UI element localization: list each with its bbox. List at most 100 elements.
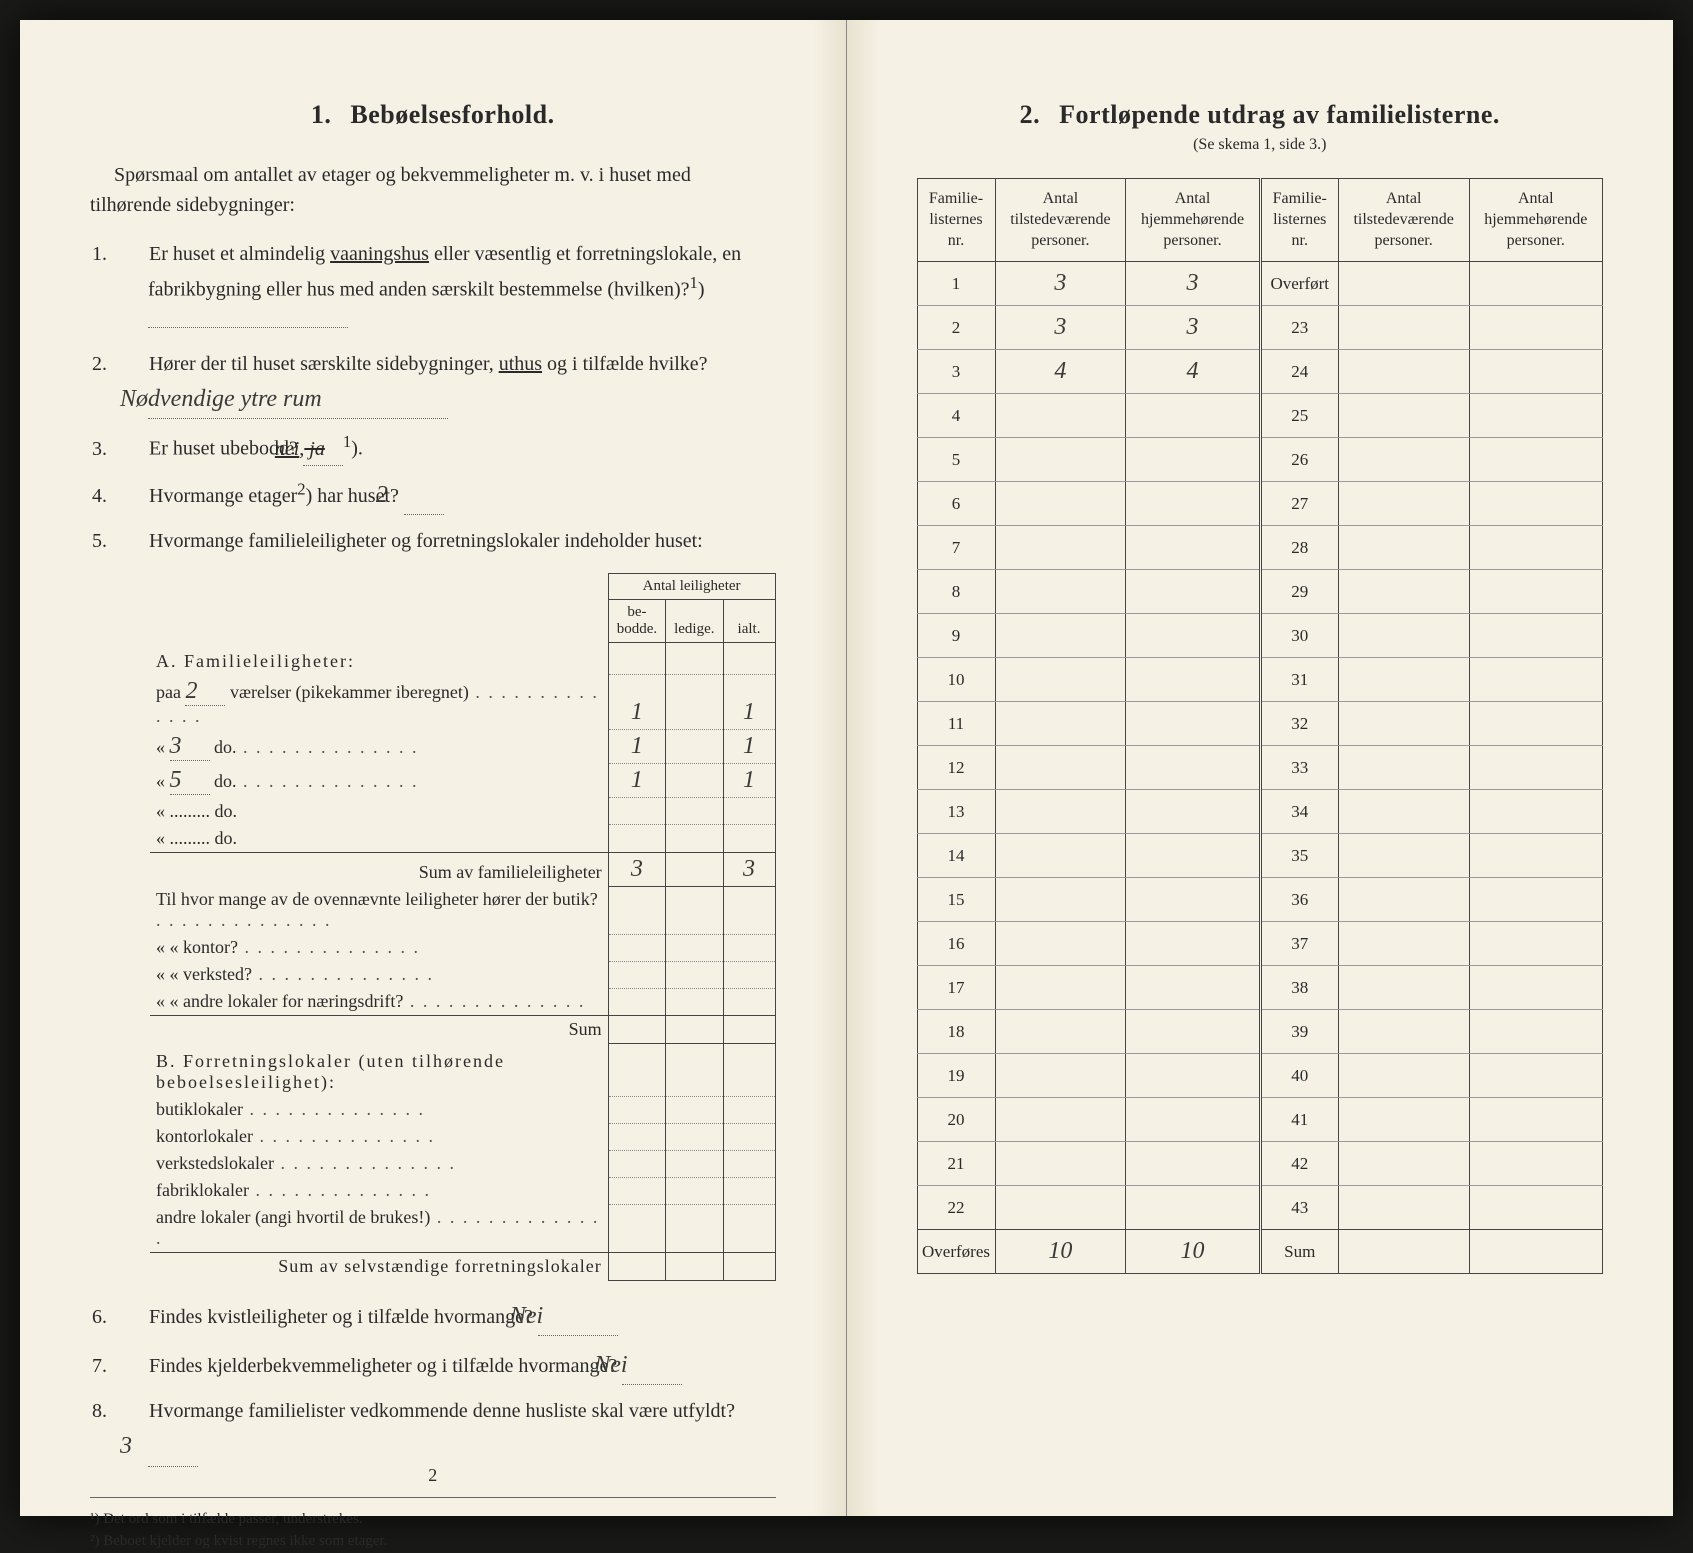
fam-row: 22 43 xyxy=(917,1186,1603,1230)
fam-cell xyxy=(1338,482,1469,526)
fam-cell: 4 xyxy=(1126,350,1260,394)
a3-hand: 5 xyxy=(170,767,210,795)
fam-cell: 3 xyxy=(1126,306,1260,350)
fam-row: 829 xyxy=(917,570,1603,614)
fam-cell: 41 xyxy=(1260,1098,1338,1142)
mid3-label: « « verksted? xyxy=(156,964,252,984)
sum-a-ledige xyxy=(666,852,723,886)
fam-cell xyxy=(1338,922,1469,966)
question-5: 5. Hvormange familieleiligheter og forre… xyxy=(120,525,776,557)
row-b2: kontorlokaler xyxy=(150,1123,775,1150)
fam-cell: 22 xyxy=(917,1186,995,1230)
fam-cell xyxy=(1338,878,1469,922)
a1-bebodde: 1 xyxy=(608,675,665,730)
fam-cell: 34 xyxy=(1260,790,1338,834)
q6-num: 6. xyxy=(120,1301,144,1333)
fam-cell: 17 xyxy=(917,966,995,1010)
fam-cell: 31 xyxy=(1260,658,1338,702)
fam-cell xyxy=(1469,746,1602,790)
q4-sup: 2 xyxy=(297,479,305,498)
fam-cell xyxy=(995,1098,1126,1142)
footer-right-label: Sum xyxy=(1260,1230,1338,1274)
sum-b-row: Sum av selvstændige forretningslokaler xyxy=(150,1253,775,1281)
a5-label: « ......... do. xyxy=(150,825,608,853)
q4-text-a: Hvormange etager xyxy=(149,485,297,507)
fam-cell xyxy=(995,1142,1126,1186)
fam-cell: 3 xyxy=(1126,262,1260,306)
fam-cell: 21 xyxy=(917,1142,995,1186)
fam-cell xyxy=(1338,1098,1469,1142)
fam-cell xyxy=(1469,306,1602,350)
fam-row: 2041 xyxy=(917,1098,1603,1142)
fam-cell xyxy=(995,614,1126,658)
question-7: 7. Findes kjelderbekvemmeligheter og i t… xyxy=(120,1346,776,1385)
b5-label: andre lokaler (angi hvortil de brukes!) xyxy=(156,1207,430,1227)
fam-cell xyxy=(995,526,1126,570)
fam-cell: 18 xyxy=(917,1010,995,1054)
fam-cell: 35 xyxy=(1260,834,1338,878)
fam-cell xyxy=(1126,1186,1260,1230)
q8-num: 8. xyxy=(120,1395,144,1427)
footer-right-b xyxy=(1469,1230,1602,1274)
a2-hand: 3 xyxy=(170,733,210,761)
fam-row: 1637 xyxy=(917,922,1603,966)
fam-cell xyxy=(1126,746,1260,790)
a1-label-a: paa xyxy=(156,682,185,702)
mid1-label: Til hvor mange av de ovennævnte leilighe… xyxy=(156,889,598,909)
sum-a-label: Sum av familieleiligheter xyxy=(150,852,608,886)
fam-cell xyxy=(1469,966,1602,1010)
q8-text: Hvormange familielister vedkommende denn… xyxy=(149,1400,735,1422)
fam-cell: 8 xyxy=(917,570,995,614)
question-2: 2. Hører der til huset særskilte sidebyg… xyxy=(120,348,776,419)
q1-sup: 1 xyxy=(690,273,698,292)
row-b1: butiklokaler xyxy=(150,1096,775,1123)
fam-cell: 16 xyxy=(917,922,995,966)
inner-header: Antal leiligheter xyxy=(150,574,775,600)
footnote-1: ¹) Det ord som i tilfælde passer, unders… xyxy=(90,1508,776,1531)
q1-text-a: Er huset et almindelig xyxy=(149,243,330,265)
fam-cell: 7 xyxy=(917,526,995,570)
q2-underlined: uthus xyxy=(499,353,542,375)
b4-label: fabriklokaler xyxy=(156,1180,249,1200)
row-a1: paa 2 værelser (pikekammer iberegnet) 1 … xyxy=(150,675,775,730)
question-1: 1. Er huset et almindelig vaaningshus el… xyxy=(120,238,776,338)
fam-cell: 27 xyxy=(1260,482,1338,526)
section-number: 1. xyxy=(311,100,332,129)
fam-cell: 24 xyxy=(1260,350,1338,394)
q3-blank: nei, ja xyxy=(303,433,343,466)
mid-sum-row: Sum xyxy=(150,1016,775,1044)
fam-cell xyxy=(1126,570,1260,614)
fam-cell: 25 xyxy=(1260,394,1338,438)
fam-cell xyxy=(1338,262,1469,306)
book-spread: 1. Bebøelsesforhold. Spørsmaal om antall… xyxy=(20,20,1673,1516)
family-list-table: Familie- listernes nr. Antal tilstedevær… xyxy=(917,178,1604,1274)
row-a4: « ......... do. xyxy=(150,798,775,825)
row-a5: « ......... do. xyxy=(150,825,775,853)
q7-hand: Nei xyxy=(622,1346,682,1385)
q8-hand: 3 xyxy=(148,1427,198,1466)
mid-row-1: Til hvor mange av de ovennævnte leilighe… xyxy=(150,886,775,934)
fam-cell xyxy=(1338,658,1469,702)
q2-text-a: Hører der til huset særskilte sidebygnin… xyxy=(149,353,499,375)
a2-ialt: 1 xyxy=(723,730,775,764)
sum-b-label: Sum av selvstændige forretningslokaler xyxy=(150,1253,608,1281)
fam-cell: 3 xyxy=(917,350,995,394)
fam-cell xyxy=(1469,526,1602,570)
footer-right-a xyxy=(1338,1230,1469,1274)
fam-cell xyxy=(995,702,1126,746)
fam-cell: 3 xyxy=(995,262,1126,306)
mid2-label: « « kontor? xyxy=(156,937,238,957)
fam-cell xyxy=(1338,1010,1469,1054)
fam-row: 23323 xyxy=(917,306,1603,350)
fam-row: 526 xyxy=(917,438,1603,482)
mid-row-2: « « kontor? xyxy=(150,934,775,961)
b1-label: butiklokaler xyxy=(156,1099,243,1119)
q2-text-b: og i tilfælde hvilke? xyxy=(542,353,708,375)
q1-num: 1. xyxy=(120,238,144,270)
fam-table-body: 133Overført23323344244255266277288299301… xyxy=(917,262,1603,1230)
fam-cell: 43 xyxy=(1260,1186,1338,1230)
col-6: Antal hjemmehørende personer. xyxy=(1469,179,1602,262)
fam-cell xyxy=(1469,878,1602,922)
fam-cell: 36 xyxy=(1260,878,1338,922)
apartments-table: Antal leiligheter be- bodde. ledige. ial… xyxy=(150,573,776,1281)
